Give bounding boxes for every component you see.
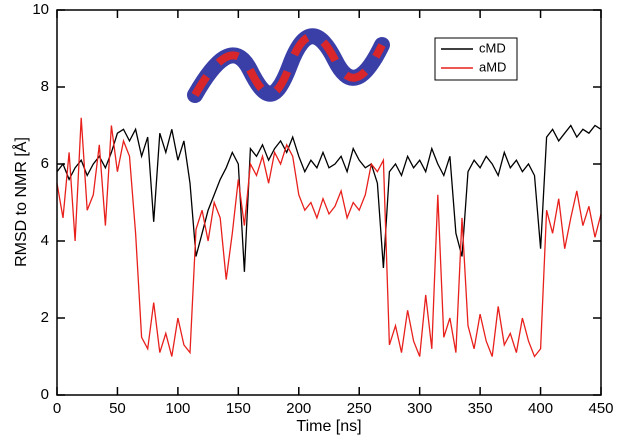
x-tick-label: 250 — [347, 400, 372, 417]
legend-label: aMD — [479, 59, 506, 74]
legend-label: cMD — [479, 40, 506, 55]
x-tick-label: 200 — [286, 400, 311, 417]
x-tick-label: 400 — [528, 400, 553, 417]
series-line — [56, 124, 602, 272]
y-tick-label: 8 — [41, 78, 49, 95]
x-tick-label: 150 — [226, 400, 251, 417]
series-line — [56, 117, 602, 358]
y-axis-label: RMSD to NMR [Å] — [11, 137, 30, 267]
x-tick-label: 350 — [468, 400, 493, 417]
x-tick-label: 50 — [109, 400, 126, 417]
x-tick-label: 100 — [165, 400, 190, 417]
x-tick-label: 450 — [588, 400, 613, 417]
plot-frame — [56, 9, 602, 396]
y-tick-label: 4 — [41, 232, 49, 249]
helix-image — [187, 28, 390, 103]
x-axis-label: Time [ns] — [296, 418, 361, 435]
y-tick-label: 10 — [32, 1, 49, 18]
y-tick-label: 2 — [41, 309, 49, 326]
y-tick-label: 6 — [41, 155, 49, 172]
x-tick-label: 300 — [407, 400, 432, 417]
x-tick-label: 0 — [53, 400, 61, 417]
legend-box — [434, 37, 518, 81]
y-tick-label: 0 — [41, 386, 49, 403]
